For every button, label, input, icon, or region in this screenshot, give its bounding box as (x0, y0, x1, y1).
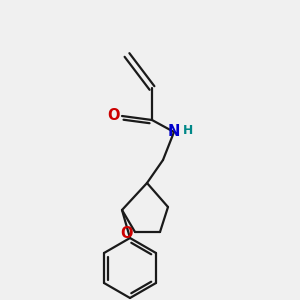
Text: H: H (183, 124, 193, 136)
Text: O: O (121, 226, 133, 241)
Text: N: N (168, 124, 180, 140)
Text: O: O (107, 109, 120, 124)
